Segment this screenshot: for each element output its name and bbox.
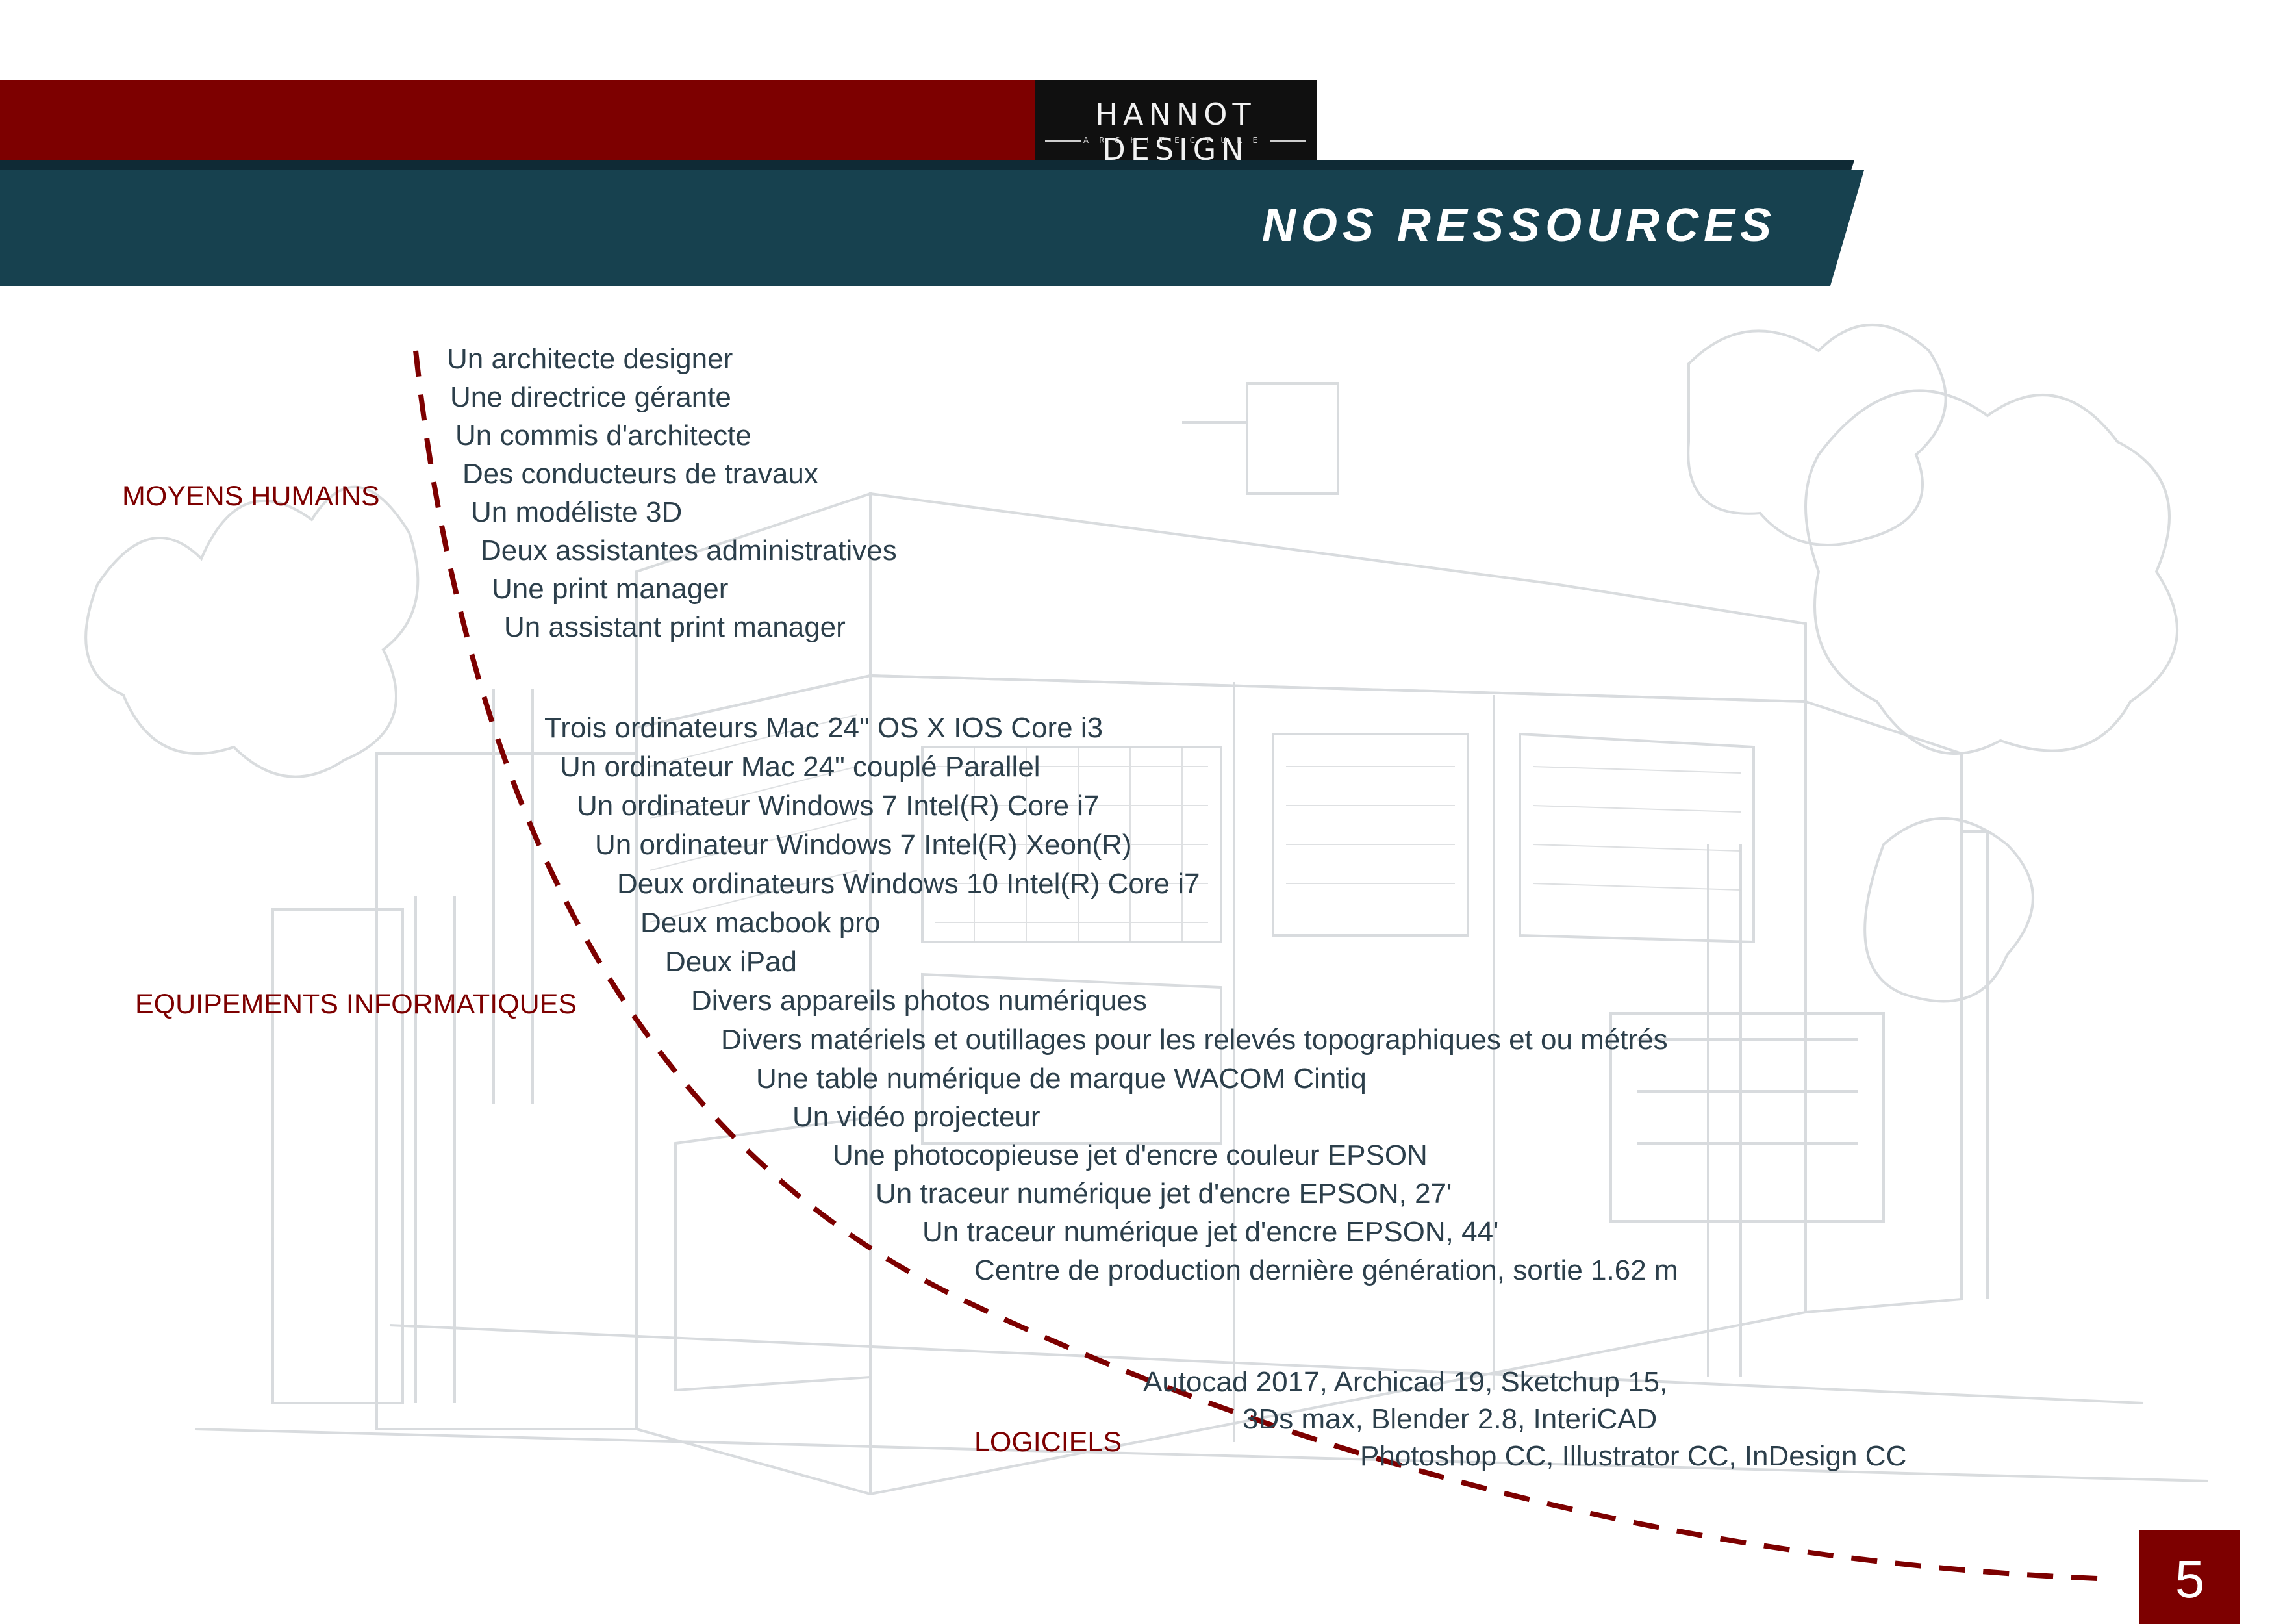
list-item-equipment: Un traceur numérique jet d'encre EPSON, …: [922, 1216, 1499, 1248]
page-number: 5: [2175, 1550, 2205, 1609]
list-item-equipment: Deux macbook pro: [640, 907, 881, 939]
list-item-human: Un modéliste 3D: [471, 496, 683, 528]
list-item-equipment: Un vidéo projecteur: [792, 1101, 1041, 1133]
brand-logo: HANNOT DESIGN ARCHITECTURE: [1035, 80, 1317, 167]
list-item-software: Autocad 2017, Archicad 19, Sketchup 15,: [1143, 1366, 1668, 1398]
list-item-equipment: Deux iPad: [665, 946, 798, 978]
list-item-equipment: Un ordinateur Windows 7 Intel(R) Core i7: [577, 790, 1100, 822]
list-item-equipment: Centre de production dernière génération…: [974, 1254, 1678, 1286]
category-equipements-informatiques: EQUIPEMENTS INFORMATIQUES: [135, 989, 577, 1020]
header-red-bar: [0, 80, 1035, 160]
list-item-equipment: Une photocopieuse jet d'encre couleur EP…: [833, 1139, 1428, 1171]
list-item-equipment: Divers matériels et outillages pour les …: [721, 1024, 1668, 1056]
list-item-human: Une print manager: [492, 573, 729, 605]
category-logiciels: LOGICIELS: [974, 1427, 1122, 1458]
list-item-equipment: Un ordinateur Windows 7 Intel(R) Xeon(R): [595, 829, 1132, 861]
list-item-software: 3Ds max, Blender 2.8, InteriCAD: [1243, 1403, 1658, 1435]
list-item-human: Un architecte designer: [447, 343, 733, 375]
list-item-human: Une directrice gérante: [450, 381, 731, 413]
list-item-human: Un commis d'architecte: [455, 420, 751, 451]
list-item-human: Deux assistantes administratives: [481, 535, 897, 566]
page-title: NOS RESSOURCES: [1261, 199, 1776, 251]
logo-rule-right: [1270, 140, 1306, 142]
list-item-human: Un assistant print manager: [504, 611, 846, 643]
category-moyens-humains: MOYENS HUMAINS: [122, 481, 380, 512]
logo-rule-left: [1045, 140, 1081, 142]
brand-subtitle: ARCHITECTURE: [1083, 136, 1268, 145]
page-number-badge: 5: [2139, 1530, 2240, 1624]
list-item-equipment: Un traceur numérique jet d'encre EPSON, …: [876, 1178, 1452, 1210]
list-item-equipment: Deux ordinateurs Windows 10 Intel(R) Cor…: [617, 868, 1200, 900]
list-item-human: Des conducteurs de travaux: [462, 458, 818, 490]
list-item-equipment: Une table numérique de marque WACOM Cint…: [756, 1063, 1367, 1095]
list-item-equipment: Divers appareils photos numériques: [691, 985, 1147, 1017]
list-item-software: Photoshop CC, Illustrator CC, InDesign C…: [1360, 1440, 1907, 1472]
list-item-equipment: Un ordinateur Mac 24" couplé Parallel: [560, 751, 1041, 783]
list-item-equipment: Trois ordinateurs Mac 24" OS X IOS Core …: [544, 712, 1104, 744]
